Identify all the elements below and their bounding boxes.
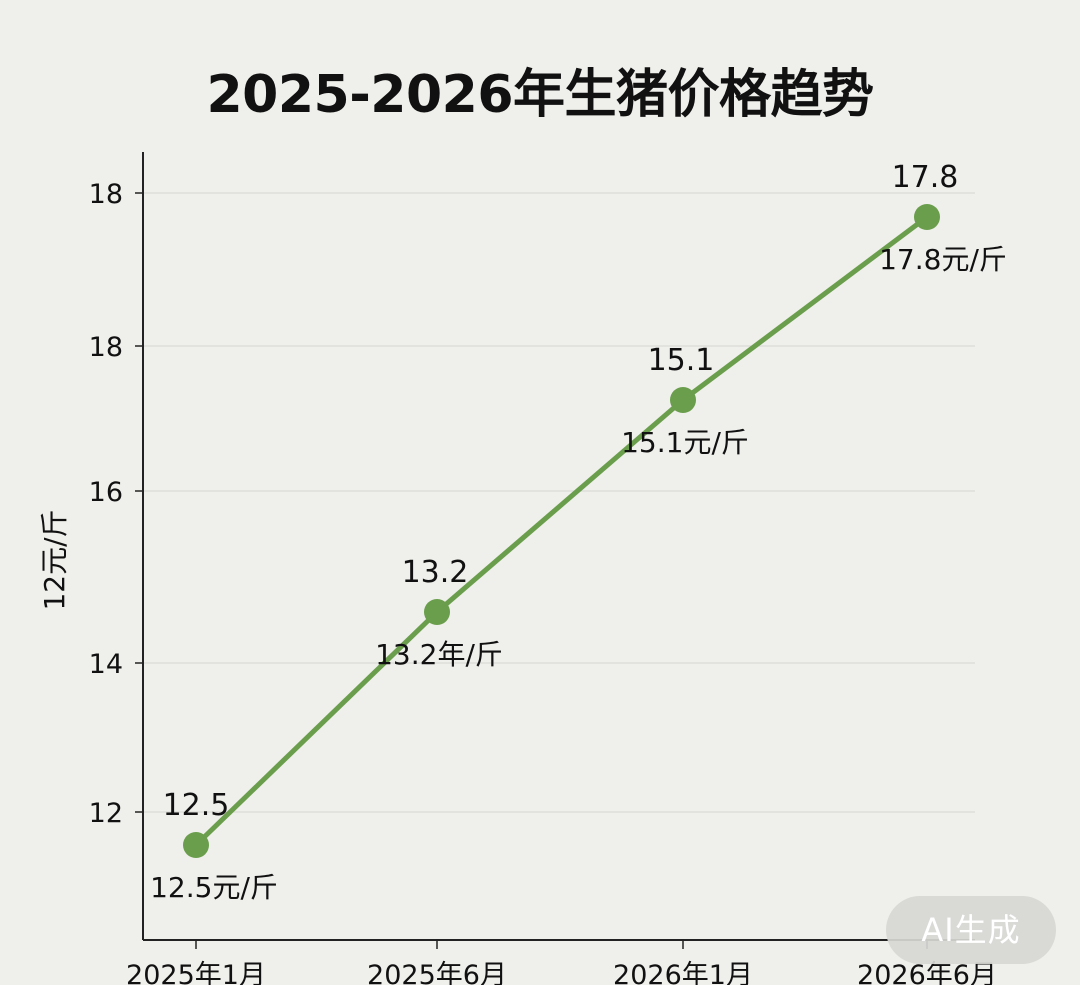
x-tick-label: 2026年6月 xyxy=(857,960,997,985)
data-point xyxy=(914,204,940,230)
series-line xyxy=(193,214,930,848)
y-tick-label: 18 xyxy=(89,332,123,363)
ai-generated-badge: AI生成 xyxy=(886,896,1056,964)
point-annotation: 13.2年/斤 xyxy=(375,638,503,671)
data-point xyxy=(183,832,209,858)
point-annotation: 12.5元/斤 xyxy=(150,871,278,904)
data-point xyxy=(670,387,696,413)
point-annotation: 17.8元/斤 xyxy=(879,243,1007,276)
y-tick-label: 18 xyxy=(89,179,123,210)
data-label: 15.1 xyxy=(648,343,715,378)
x-tick-label: 2025年6月 xyxy=(367,960,507,985)
y-tick-label: 14 xyxy=(89,649,123,680)
point-annotation: 15.1元/斤 xyxy=(621,426,749,459)
chart-title: 2025-2026年生猪价格趋势 xyxy=(206,65,874,125)
data-point xyxy=(424,599,450,625)
data-label: 17.8 xyxy=(892,160,959,195)
y-tick-label: 12 xyxy=(89,798,123,829)
data-label: 12.5 xyxy=(163,788,230,823)
data-label: 13.2 xyxy=(402,555,469,590)
x-tick-label: 2025年1月 xyxy=(126,960,266,985)
x-tick-label: 2026年1月 xyxy=(613,960,753,985)
y-tick-label: 16 xyxy=(89,477,123,508)
y-axis-label: 12元/斤 xyxy=(38,509,71,610)
